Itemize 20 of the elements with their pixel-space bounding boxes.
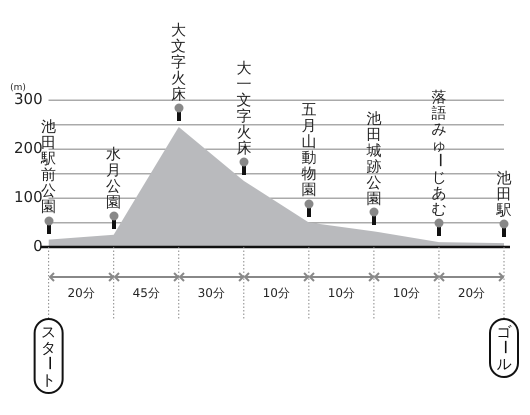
text: ゴール (496, 323, 514, 373)
annotation: 五月山動物園 (301, 100, 316, 198)
y-tick-label: 200 (14, 138, 43, 157)
y-tick-label: 0 (33, 236, 43, 255)
text: 20分 (68, 286, 95, 300)
text: 10分 (328, 286, 356, 300)
text: 10分 (262, 286, 290, 300)
annotation: 大文字火床 (171, 20, 186, 103)
annotation: 水月公園 (106, 144, 122, 211)
text: 30分 (198, 286, 225, 300)
text: 20分 (458, 286, 486, 300)
y-tick-label: 100 (14, 188, 43, 206)
y-axis-title: (m) (10, 83, 26, 93)
annotation: 大一文字火床 (236, 58, 252, 157)
text: スタート (40, 323, 59, 389)
annotation: 池田城跡公園 (365, 109, 382, 208)
annotation: 池田駅 (496, 169, 512, 220)
text: 45分 (132, 286, 160, 300)
annotation: 落語みゅーじあむ (431, 88, 450, 218)
text: 10分 (392, 286, 420, 300)
